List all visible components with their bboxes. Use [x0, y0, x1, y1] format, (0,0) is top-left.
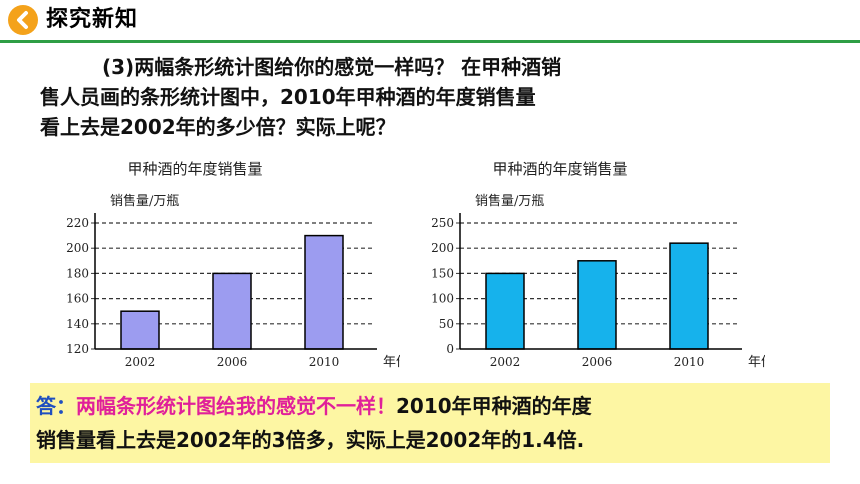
x-tick-label: 2006 — [582, 355, 613, 369]
x-tick-label: 2002 — [490, 355, 521, 369]
section-title: 探究新知 — [46, 7, 139, 32]
bar-chart-right: 甲种酒的年度销售量销售量/万瓶 0 50 100 150 200 250 2002 2006 20… — [420, 150, 774, 379]
question-line-1: (3)两幅条形统计图给你的感觉一样吗？ 在甲种酒销 — [102, 55, 562, 79]
x-tick-label: 2010 — [674, 355, 705, 369]
slide-header: 探究新知 — [0, 0, 860, 44]
y-axis-label: 销售量/万瓶 — [475, 193, 544, 209]
bar — [304, 234, 344, 350]
y-tick-label: 120 — [66, 342, 89, 356]
x-tick-label: 2002 — [125, 355, 156, 369]
header-divider — [0, 40, 860, 43]
y-tick-label: 0 — [446, 342, 454, 356]
answer-part-2: 2010年甲种酒的年度 — [396, 394, 592, 418]
x-tick-label: 2010 — [309, 355, 340, 369]
y-tick-label: 200 — [66, 241, 89, 255]
answer-part-1: 两幅条形统计图给我的感觉不一样！ — [76, 394, 396, 418]
x-axis-label: 年份 — [383, 355, 400, 370]
y-tick-label: 250 — [431, 216, 454, 230]
bar — [120, 310, 160, 350]
y-tick-label: 200 — [431, 241, 454, 255]
bar — [212, 272, 252, 350]
answer-label: 答： — [36, 394, 76, 418]
bar — [669, 242, 709, 350]
chevron-left-icon — [8, 5, 38, 35]
y-tick-label: 220 — [66, 216, 89, 230]
y-tick-label: 160 — [66, 292, 89, 306]
question-text: (3)两幅条形统计图给你的感觉一样吗？ 在甲种酒销 售人员画的条形统计图中，20… — [40, 52, 830, 142]
x-axis-label: 年份 — [748, 355, 765, 370]
y-tick-label: 150 — [431, 266, 454, 280]
bar — [577, 260, 617, 350]
y-tick-label: 50 — [439, 317, 454, 331]
answer-part-3: 销售量看上去是2002年的3倍多，实际上是2002年的1.4倍. — [36, 428, 585, 452]
question-line-3: 看上去是2002年的多少倍？实际上呢？ — [40, 115, 396, 139]
question-line-2: 售人员画的条形统计图中，2010年甲种酒的年度销售量 — [40, 85, 536, 109]
y-tick-label: 100 — [431, 292, 454, 306]
chart-title: 甲种酒的年度销售量 — [127, 160, 262, 178]
bar-chart-left: 甲种酒的年度销售量销售量/万瓶 120 140 160 180 200 220 2002 200… — [55, 150, 409, 379]
x-tick-label: 2006 — [217, 355, 248, 369]
chart-title: 甲种酒的年度销售量 — [492, 160, 627, 178]
y-tick-label: 180 — [66, 266, 89, 280]
answer-text: 答：两幅条形统计图给我的感觉不一样！2010年甲种酒的年度 销售量看上去是200… — [36, 389, 826, 457]
y-axis-label: 销售量/万瓶 — [110, 193, 179, 209]
y-tick-label: 140 — [66, 317, 89, 331]
answer-box: 答：两幅条形统计图给我的感觉不一样！2010年甲种酒的年度 销售量看上去是200… — [30, 383, 830, 463]
bar — [485, 272, 525, 350]
